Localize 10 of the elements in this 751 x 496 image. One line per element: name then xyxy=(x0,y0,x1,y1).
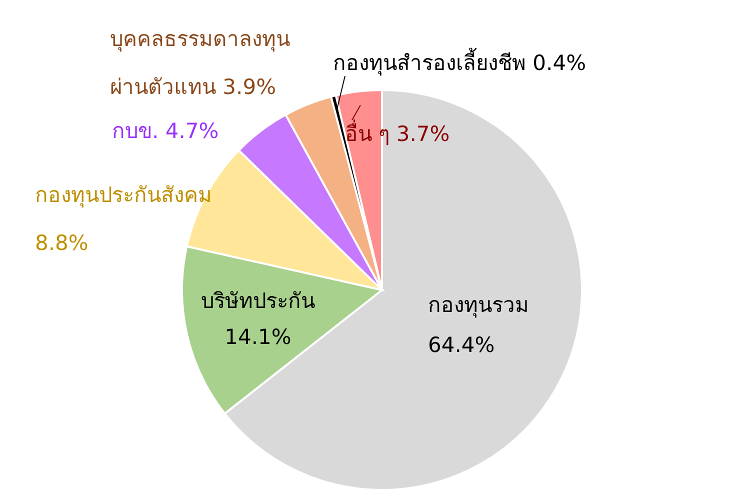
slice-label: อื่น ๆ 3.7% xyxy=(345,119,450,146)
data-label: 64.4% xyxy=(428,333,495,357)
slice-label: บริษัทประกัน xyxy=(201,289,315,313)
slice-label: บุคคลธรรมดาลงทุนผ่านตัวแทน 3.9% xyxy=(110,27,290,99)
data-label: 8.8% xyxy=(35,231,88,255)
data-label: 14.1% xyxy=(224,325,292,349)
slice-label: กองทุนรวม xyxy=(428,293,529,318)
slice-label: กบข. 4.7% xyxy=(112,119,219,143)
slice-label: กองทุนสำรองเลี้ยงชีพ 0.4% xyxy=(333,48,586,76)
slice-label: กองทุนประกันสังคม xyxy=(35,183,212,208)
